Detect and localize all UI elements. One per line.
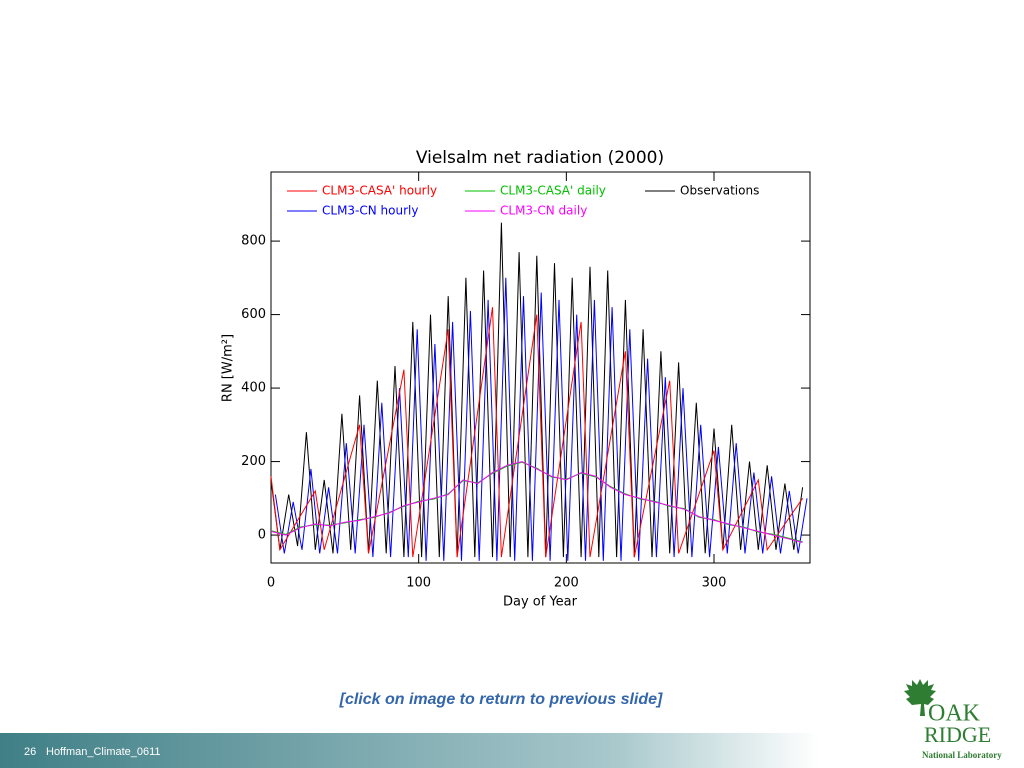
x-tick-label: 0 [267, 576, 275, 591]
footer-bar [0, 733, 1024, 768]
legend-label: CLM3-CN hourly [322, 204, 418, 218]
x-tick-label: 200 [554, 576, 579, 591]
page-number: 26 [24, 746, 36, 758]
logo-leaf [904, 679, 936, 716]
series-line [270, 461, 803, 543]
series-line [274, 277, 808, 561]
x-tick-label: 300 [702, 576, 727, 591]
x-axis-label: Day of Year [503, 595, 578, 610]
series-line [270, 461, 803, 543]
y-tick-label: 200 [241, 454, 266, 469]
legend-label: CLM3-CASA' daily [500, 184, 606, 198]
chart-image[interactable]: Vielsalm net radiation (2000) Day of Yea… [221, 148, 811, 610]
logo-ridge: RIDGE [924, 722, 991, 747]
logo: OAK RIDGE National Laboratory [904, 679, 1002, 760]
logo-national-laboratory: National Laboratory [922, 750, 1002, 760]
return-link[interactable]: [click on image to return to previous sl… [339, 691, 663, 708]
y-tick-label: 600 [241, 307, 266, 322]
plot-frame [270, 171, 811, 564]
y-tick-label: 0 [258, 528, 266, 543]
series-line [270, 307, 804, 558]
legend-label: CLM3-CN daily [500, 204, 587, 218]
legend-label: Observations [680, 184, 759, 198]
legend-label: CLM3-CASA' hourly [322, 184, 437, 198]
footer-text: Hoffman_Climate_0611 [46, 746, 161, 758]
logo-oak: OAK [928, 701, 981, 727]
y-axis-label: RN [W/m²] [221, 334, 236, 402]
y-tick-label: 400 [241, 381, 266, 396]
series-line [270, 222, 804, 558]
x-tick-label: 100 [406, 576, 431, 591]
y-tick-label: 800 [241, 234, 266, 249]
chart-title: Vielsalm net radiation (2000) [416, 148, 664, 168]
